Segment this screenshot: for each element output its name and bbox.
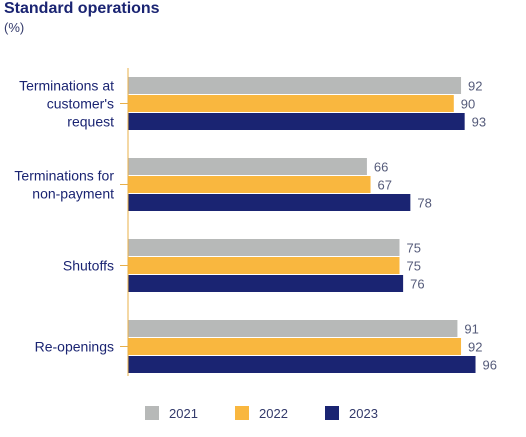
value-label-3-2: 96 (483, 358, 497, 373)
legend-swatch-2 (325, 406, 339, 420)
value-label-3-0: 91 (464, 322, 478, 337)
bar-1-2 (128, 194, 411, 211)
category-label-0-1: customer's (47, 96, 114, 112)
bar-0-2 (128, 113, 465, 130)
value-label-1-0: 66 (374, 160, 388, 175)
bar-2-0 (128, 239, 400, 256)
bar-3-1 (128, 338, 462, 355)
bar-1-0 (128, 158, 367, 175)
legend-label-1: 2022 (259, 406, 288, 421)
value-label-2-1: 75 (407, 259, 421, 274)
legend-label-2: 2023 (349, 406, 378, 421)
value-label-2-2: 76 (410, 277, 424, 292)
legend-swatch-0 (145, 406, 159, 420)
bar-0-0 (128, 77, 462, 94)
bar-2-1 (128, 257, 400, 274)
chart-subtitle: (%) (4, 20, 25, 35)
bar-2-2 (128, 275, 404, 292)
legend-swatch-1 (235, 406, 249, 420)
category-label-1-1: non-payment (32, 186, 114, 202)
category-label-2-0: Shutoffs (63, 258, 114, 274)
category-label-3-0: Re-openings (35, 339, 114, 355)
legend-label-0: 2021 (169, 406, 198, 421)
chart-title: Standard operations (4, 0, 160, 17)
category-label-0-2: request (67, 114, 114, 130)
bar-3-2 (128, 356, 476, 373)
value-label-2-0: 75 (407, 241, 421, 256)
value-label-0-0: 92 (468, 79, 482, 94)
bar-3-0 (128, 320, 458, 337)
value-label-3-1: 92 (468, 340, 482, 355)
value-label-0-1: 90 (461, 97, 475, 112)
value-label-1-2: 78 (417, 196, 431, 211)
value-label-0-2: 93 (472, 115, 486, 130)
category-label-0-0: Terminations at (19, 78, 114, 94)
category-label-1-0: Terminations for (14, 168, 114, 184)
bar-1-1 (128, 176, 371, 193)
bar-0-1 (128, 95, 454, 112)
value-label-1-1: 67 (378, 178, 392, 193)
